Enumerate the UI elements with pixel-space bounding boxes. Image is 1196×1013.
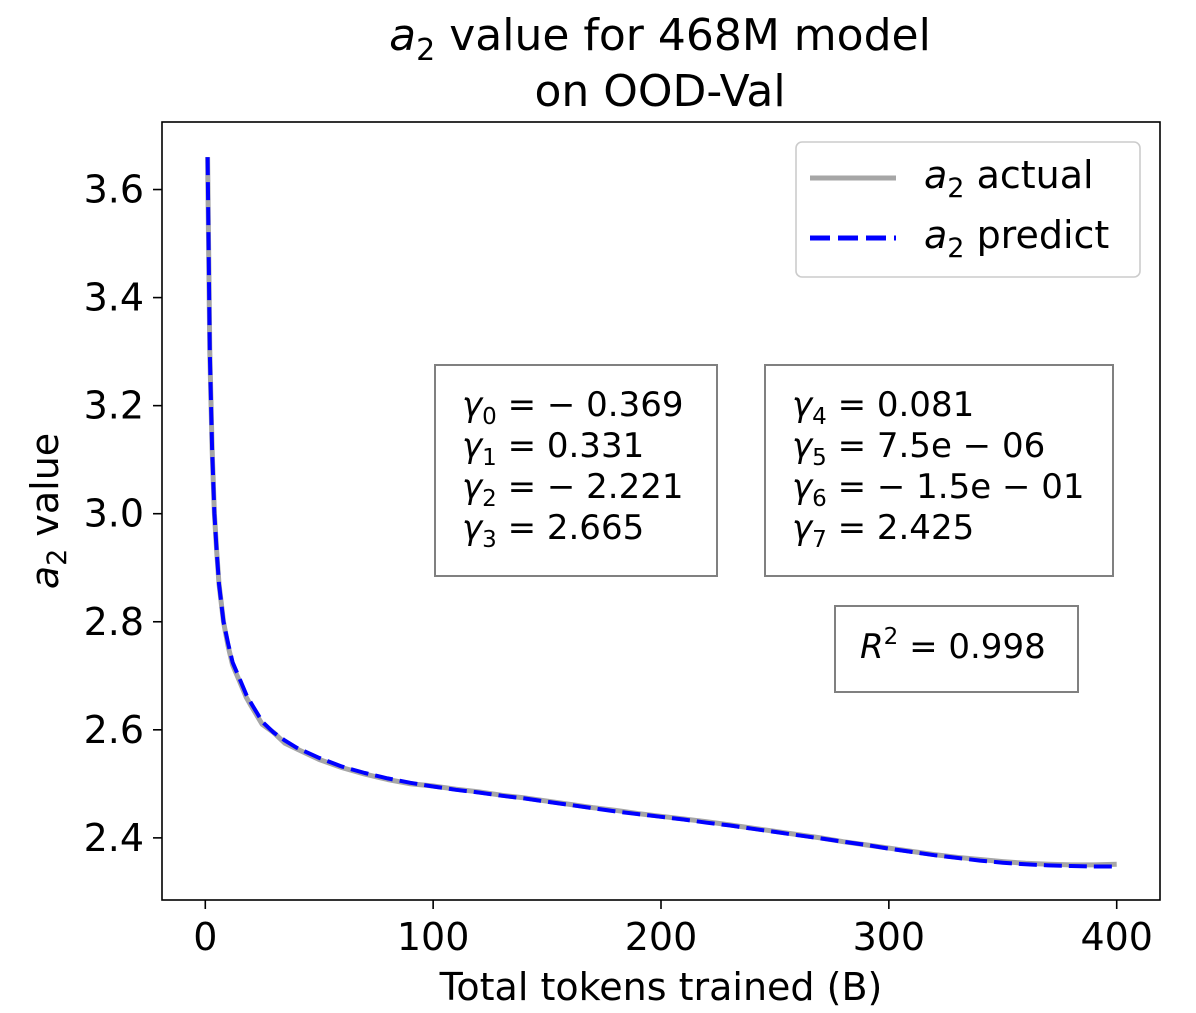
x-tick-label: 400 — [1080, 915, 1153, 959]
coef-gamma1: γ1 = 0.331 — [462, 426, 644, 471]
x-tick-label: 200 — [625, 915, 698, 959]
legend-label-predict: a2 predict — [924, 213, 1109, 264]
series-line-predict — [205, 157, 1117, 869]
r-squared-value: R2 = 0.998 — [860, 624, 1046, 667]
x-tick-label: 300 — [853, 915, 926, 959]
series-lines — [205, 157, 1117, 869]
coefficients-box-2: γ4 = 0.081 γ5 = 7.5e − 06 γ6 = − 1.5e − … — [764, 364, 1114, 577]
y-tick-label: 3.6 — [84, 168, 144, 212]
y-tick-label: 2.6 — [84, 708, 144, 752]
legend: a2 actual a2 predict — [795, 141, 1141, 278]
axis-ticks: 0 100 200 300 400 2.4 2.6 2.8 3.0 3.2 3.4 3.6 — [84, 168, 1153, 959]
y-tick-label: 2.4 — [84, 816, 144, 860]
coef-gamma3: γ3 = 2.665 — [462, 508, 644, 553]
legend-label-actual: a2 actual — [924, 153, 1094, 204]
x-tick-label: 100 — [397, 915, 470, 959]
coef-gamma2: γ2 = − 2.221 — [462, 467, 684, 512]
y-axis-label: a2 value — [23, 433, 73, 589]
y-tick-label: 3.4 — [84, 276, 144, 320]
coef-gamma0: γ0 = − 0.369 — [462, 385, 684, 430]
r-squared-box: R2 = 0.998 — [834, 605, 1079, 693]
x-tick-label: 0 — [193, 915, 217, 959]
coef-gamma6: γ6 = − 1.5e − 01 — [792, 467, 1085, 512]
y-tick-label: 2.8 — [84, 600, 144, 644]
y-tick-label: 3.2 — [84, 384, 144, 428]
coef-gamma4: γ4 = 0.081 — [792, 385, 974, 430]
coef-gamma5: γ5 = 7.5e − 06 — [792, 426, 1045, 471]
y-tick-label: 3.0 — [84, 492, 144, 536]
x-axis-label: Total tokens trained (B) — [439, 965, 883, 1009]
chart-title-line1: a2 value for 468M model — [389, 10, 931, 68]
coef-gamma7: γ7 = 2.425 — [792, 508, 974, 553]
chart-title-line2: on OOD-Val — [534, 66, 785, 117]
coefficients-box-1: γ0 = − 0.369 γ1 = 0.331 γ2 = − 2.221 γ3 … — [434, 364, 718, 577]
